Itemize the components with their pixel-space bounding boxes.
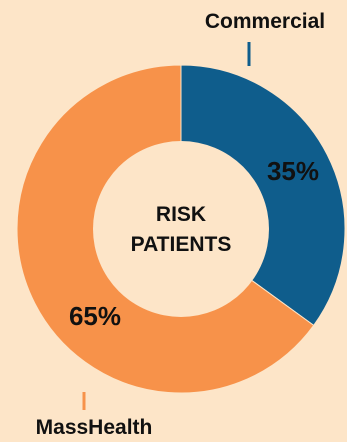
- slice-value-commercial: 35%: [267, 156, 319, 186]
- center-label-line-1: RISK: [156, 203, 206, 226]
- legend-label-masshealth: MassHealth: [36, 416, 153, 439]
- slice-value-masshealth: 65%: [69, 301, 121, 331]
- center-label-line-2: PATIENTS: [131, 233, 232, 256]
- legend-label-commercial: Commercial: [205, 10, 325, 33]
- slice-commercial: [180, 64, 346, 327]
- center-hole: [93, 141, 269, 317]
